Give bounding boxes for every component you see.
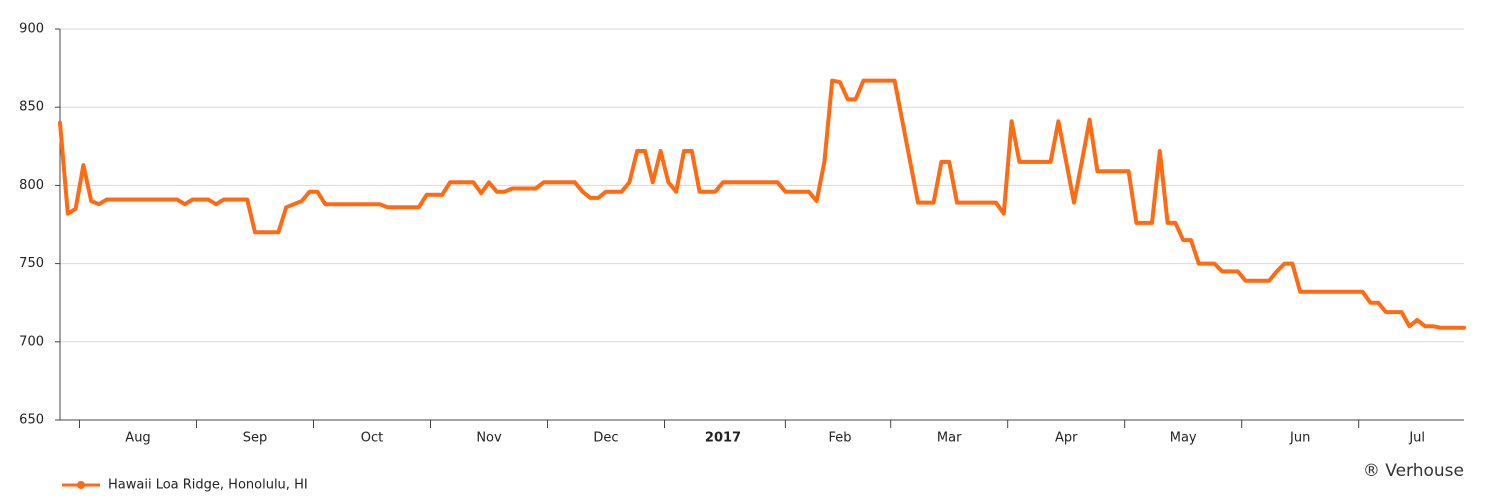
x-tick-label: Jul bbox=[1408, 431, 1425, 446]
x-tick-label: Oct bbox=[361, 431, 383, 446]
x-tick-label: Jun bbox=[1289, 431, 1310, 446]
y-tick-label: 650 bbox=[19, 413, 44, 428]
y-tick-label: 900 bbox=[19, 22, 44, 37]
x-tick-label: Mar bbox=[937, 431, 962, 446]
x-tick-label: Nov bbox=[476, 431, 502, 446]
x-tick-label: 2017 bbox=[705, 431, 741, 446]
x-tick-label: Feb bbox=[828, 431, 851, 446]
y-tick-label: 750 bbox=[19, 256, 44, 271]
x-tick-label: Apr bbox=[1055, 431, 1078, 446]
x-tick-label: Sep bbox=[243, 431, 268, 446]
legend-label: Hawaii Loa Ridge, Honolulu, HI bbox=[108, 478, 308, 493]
x-tick-label: Aug bbox=[125, 431, 150, 446]
credit: ® Verhouse bbox=[1363, 461, 1464, 481]
legend-marker bbox=[77, 481, 85, 489]
series-line bbox=[58, 78, 1466, 330]
x-tick-label: May bbox=[1170, 431, 1197, 446]
y-tick-label: 700 bbox=[19, 334, 44, 349]
x-tick-label: Dec bbox=[593, 431, 618, 446]
y-tick-label: 850 bbox=[19, 100, 44, 115]
y-tick-label: 800 bbox=[19, 178, 44, 193]
